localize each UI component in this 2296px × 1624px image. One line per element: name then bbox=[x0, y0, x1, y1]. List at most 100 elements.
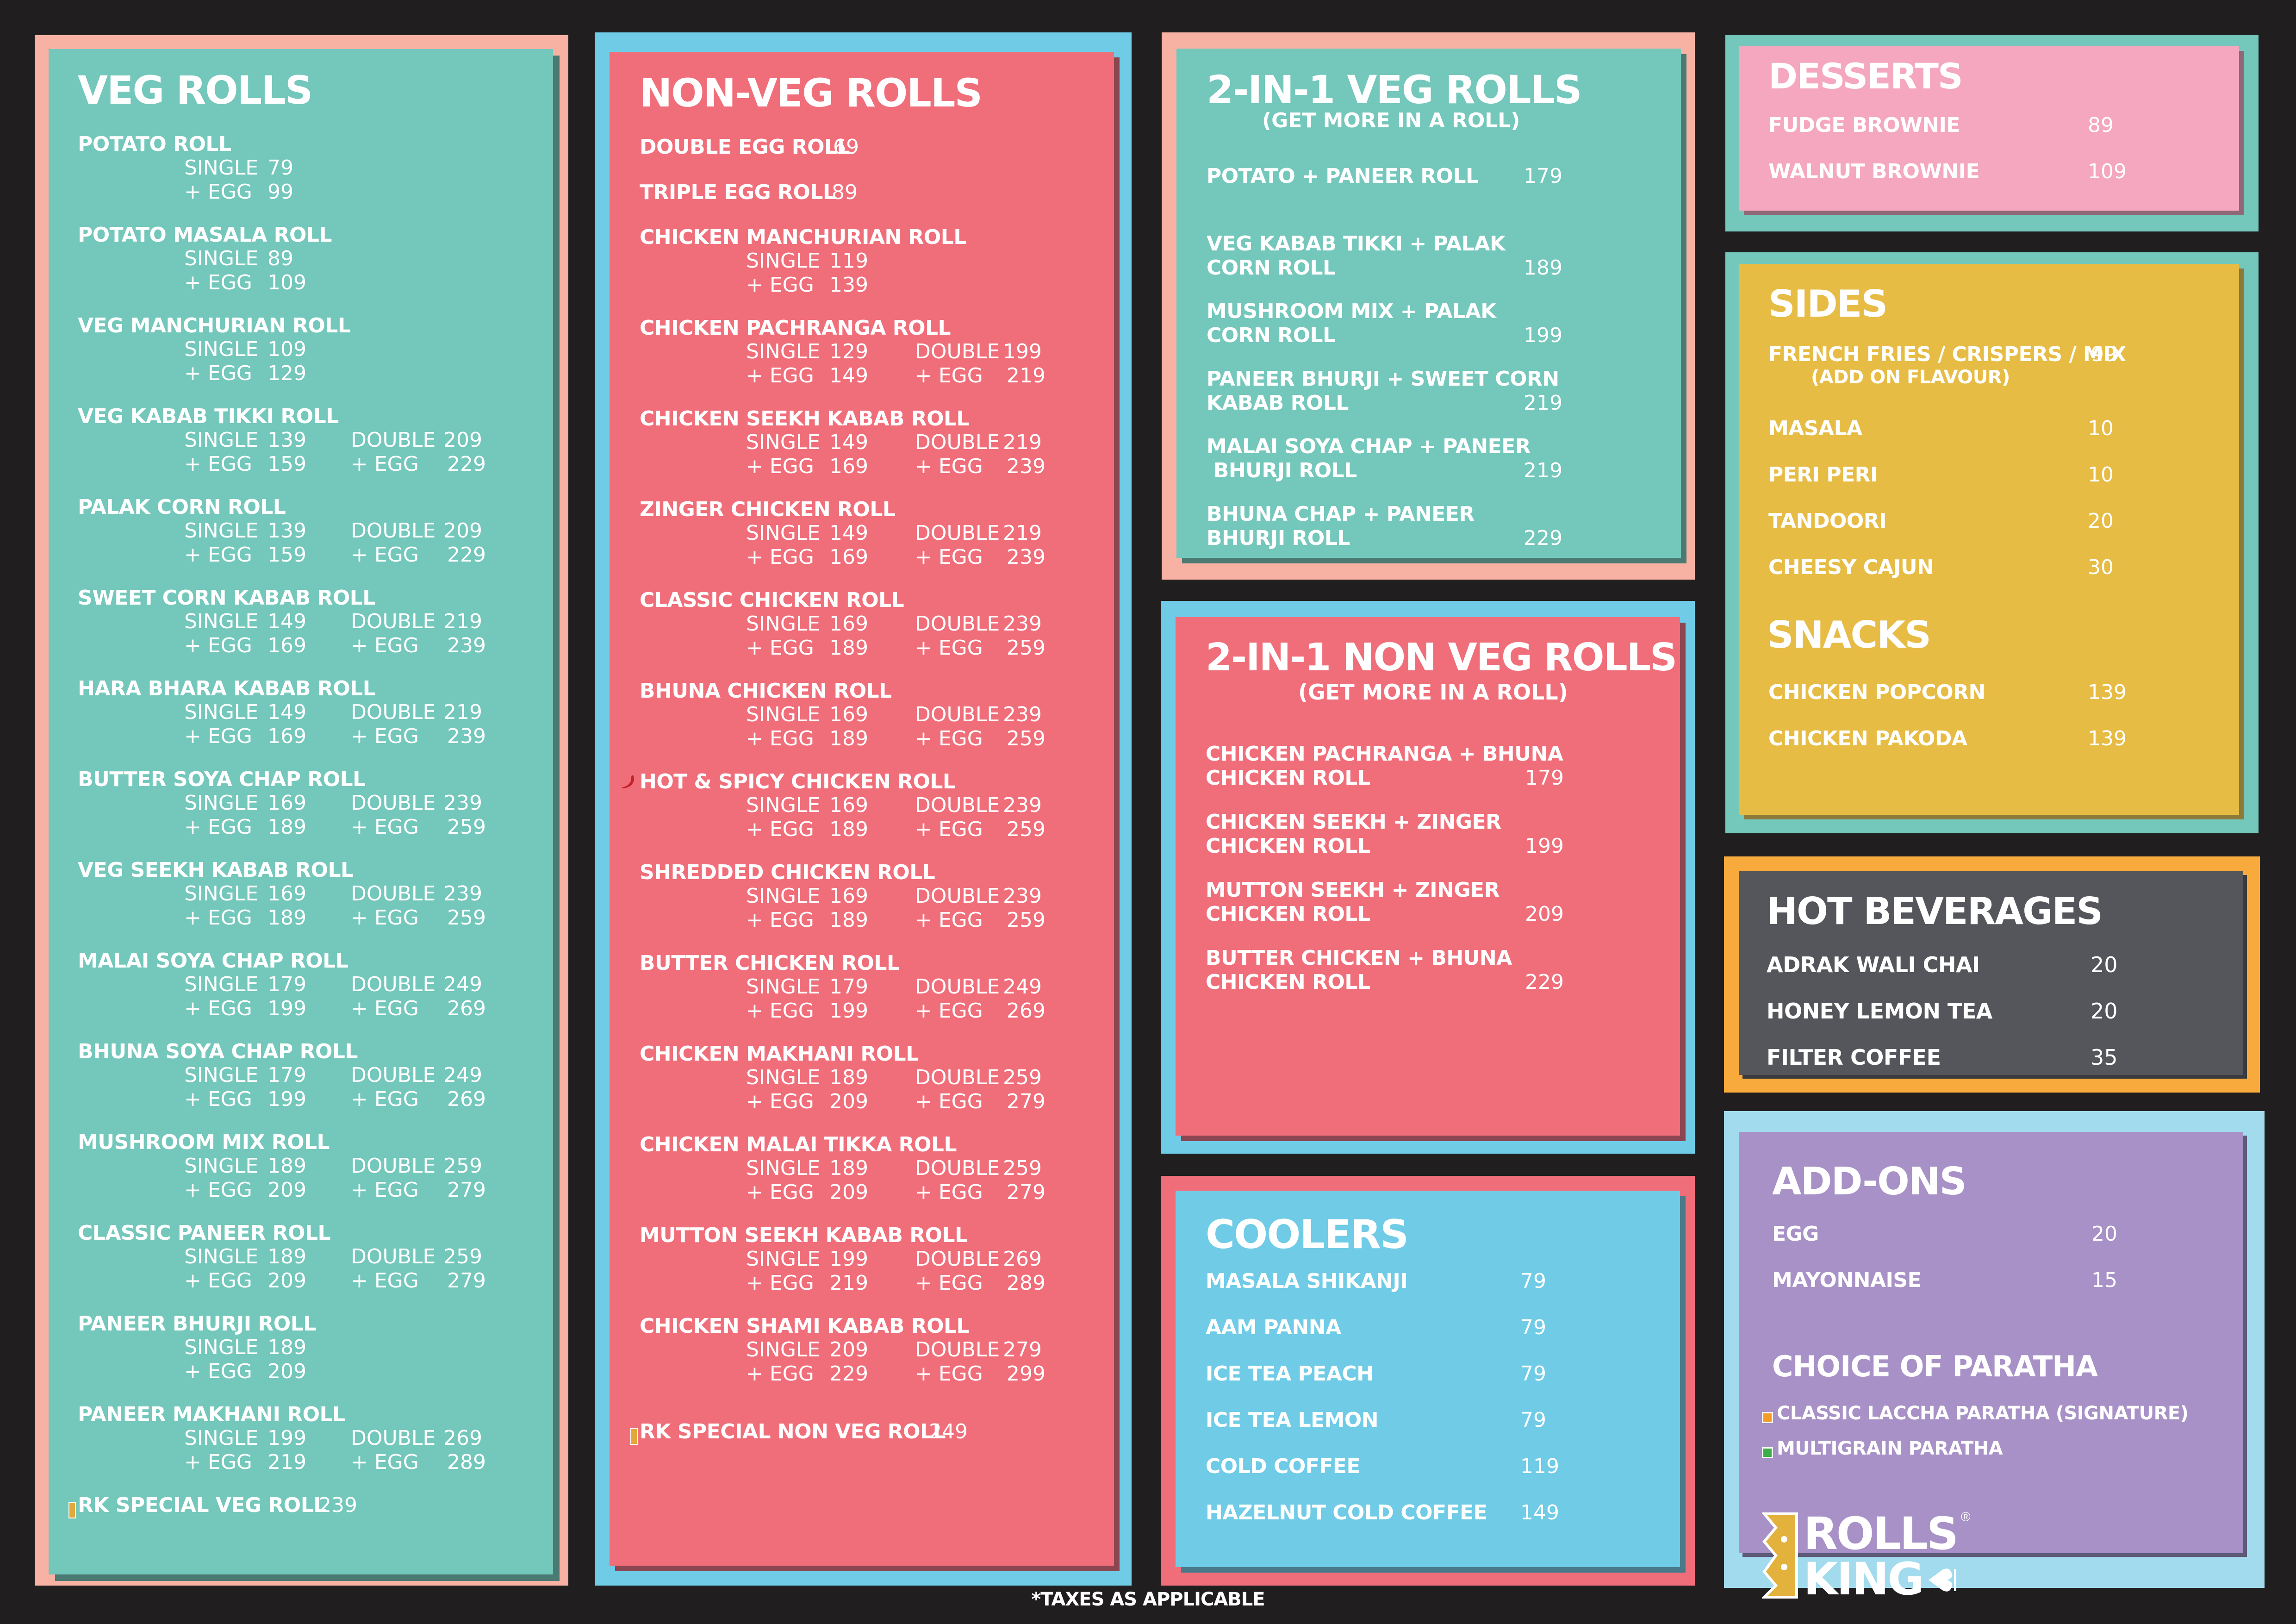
single-label: SINGLE bbox=[746, 1338, 821, 1362]
double-price: 269 bbox=[443, 1426, 482, 1450]
egg-label: + EGG bbox=[746, 999, 814, 1023]
item-name: TRIPLE EGG ROLL bbox=[640, 181, 836, 204]
menu-item: SHREDDED CHICKEN ROLL SINGLE 169 DOUBLE 239 +… bbox=[640, 861, 1102, 932]
single-egg-price: 189 bbox=[268, 815, 306, 839]
menu-item: FUDGE BROWNIE 89 bbox=[1768, 113, 2231, 137]
item-name: BUTTER SOYA CHAP ROLL bbox=[78, 768, 366, 791]
single-price: 149 bbox=[268, 610, 306, 633]
price-row-plain: SINGLE 169 DOUBLE 239 bbox=[640, 612, 1102, 636]
price-row-plain: SINGLE 139 DOUBLE 209 bbox=[78, 519, 541, 543]
menu-item: TANDOORI 20 bbox=[1768, 509, 2231, 533]
item-price: 199 bbox=[1525, 834, 1564, 858]
item-name: MALAI SOYA CHAP ROLL bbox=[78, 949, 348, 973]
menu-item: CHICKEN PAKODA 139 bbox=[1768, 727, 2231, 750]
double-label: DOUBLE bbox=[915, 1338, 1000, 1362]
double-label: DOUBLE bbox=[915, 884, 1000, 908]
double-price: 239 bbox=[1003, 793, 1042, 817]
item-price: 79 bbox=[1520, 1269, 1546, 1293]
double-price: 219 bbox=[1003, 521, 1042, 545]
double-egg-price: 259 bbox=[1007, 908, 1045, 932]
menu-item: PANEER BHURJI + SWEET CORN KABAB ROLL 219 bbox=[1207, 367, 1669, 415]
item-name: BHUNA CHICKEN ROLL bbox=[640, 679, 892, 703]
double-price: 219 bbox=[443, 610, 482, 633]
item-name: AAM PANNA bbox=[1206, 1316, 1341, 1339]
egg-label: + EGG bbox=[351, 1178, 419, 1202]
egg-label: + EGG bbox=[915, 1090, 983, 1113]
crown-icon bbox=[630, 1428, 638, 1445]
item-name: WALNUT BROWNIE bbox=[1768, 160, 1980, 183]
green-marker-icon bbox=[1762, 1447, 1773, 1458]
menu-item: CHICKEN PACHRANGA ROLL SINGLE 129 DOUBLE 199… bbox=[640, 316, 1102, 388]
menu-item: FILTER COFFEE 35 bbox=[1767, 1045, 2229, 1070]
two-in-one-veg-card: 2-IN-1 VEG ROLLS (GET MORE IN A ROLL) PO… bbox=[1176, 49, 1681, 558]
sides-fries-note: (ADD ON FLAVOUR) bbox=[1811, 367, 2010, 388]
double-label: DOUBLE bbox=[915, 612, 1000, 636]
item-name: MUSHROOM MIX ROLL bbox=[78, 1131, 330, 1154]
two-in-one-non-veg-card: 2-IN-1 NON VEG ROLLS (GET MORE IN A ROLL… bbox=[1176, 617, 1680, 1136]
double-egg-price: 239 bbox=[1007, 455, 1045, 478]
egg-label: + EGG bbox=[184, 634, 252, 657]
egg-label: + EGG bbox=[184, 543, 252, 567]
double-price: 209 bbox=[443, 428, 482, 452]
double-price: 249 bbox=[443, 973, 482, 996]
menu-item: CHICKEN MANCHURIAN ROLL SINGLE 119 + EGG 139 bbox=[640, 225, 1102, 297]
single-egg-price: 209 bbox=[829, 1090, 868, 1113]
double-egg-price: 279 bbox=[1007, 1090, 1045, 1113]
price-row-egg: + EGG 149 + EGG 219 bbox=[640, 364, 1102, 388]
egg-label: + EGG bbox=[915, 1362, 983, 1386]
double-price: 259 bbox=[1003, 1066, 1042, 1089]
item-name-line2: CORN ROLL bbox=[1207, 256, 1336, 280]
item-price: 20 bbox=[2091, 952, 2118, 977]
special-item: RK SPECIAL NON VEG ROLL 249 bbox=[630, 1420, 968, 1445]
double-label: DOUBLE bbox=[915, 975, 1000, 999]
menu-item: BHUNA CHICKEN ROLL SINGLE 169 DOUBLE 239 + EG… bbox=[640, 679, 1102, 751]
single-price: 179 bbox=[268, 1063, 306, 1087]
item-price: 149 bbox=[1520, 1501, 1559, 1524]
non-veg-rolls-panel: NON-VEG ROLLS DOUBLE EGG ROLL 69 TRIPLE EG… bbox=[595, 32, 1132, 1586]
single-price: 189 bbox=[268, 1336, 306, 1359]
single-egg-price: 209 bbox=[829, 1181, 868, 1204]
egg-label: + EGG bbox=[184, 815, 252, 839]
item-name: BHUNA SOYA CHAP ROLL bbox=[78, 1040, 358, 1063]
item-name: MASALA SHIKANJI bbox=[1206, 1269, 1408, 1293]
menu-item: PANEER BHURJI ROLL SINGLE 189 + EGG 209 bbox=[78, 1312, 541, 1384]
single-label: SINGLE bbox=[184, 1154, 259, 1178]
single-label: SINGLE bbox=[184, 882, 259, 906]
paratha-title: CHOICE OF PARATHA bbox=[1772, 1349, 2098, 1383]
single-egg-price: 209 bbox=[268, 1178, 306, 1202]
menu-item: SWEET CORN KABAB ROLL SINGLE 149 DOUBLE 219 +… bbox=[78, 586, 541, 658]
sides-title: SIDES bbox=[1768, 282, 1888, 325]
menu-item: CHICKEN MAKHANI ROLL SINGLE 189 DOUBLE 259 + … bbox=[640, 1042, 1102, 1114]
item-name: ZINGER CHICKEN ROLL bbox=[640, 498, 896, 521]
menu-item: HOT & SPICY CHICKEN ROLL SINGLE 169 DOUBLE 2… bbox=[622, 770, 1102, 842]
double-egg-price: 229 bbox=[447, 452, 486, 476]
single-egg-price: 99 bbox=[268, 180, 293, 204]
item-price: 189 bbox=[1524, 256, 1562, 280]
egg-label: + EGG bbox=[746, 818, 814, 841]
menu-item: MUTTON SEEKH KABAB ROLL SINGLE 199 DOUBLE 26… bbox=[640, 1224, 1102, 1295]
double-egg-price: 259 bbox=[1007, 727, 1045, 750]
price-row-plain: SINGLE 169 DOUBLE 239 bbox=[78, 882, 541, 906]
egg-label: + EGG bbox=[351, 815, 419, 839]
single-egg-price: 169 bbox=[268, 725, 306, 748]
item-price: 10 bbox=[2088, 417, 2114, 440]
single-label: SINGLE bbox=[184, 700, 259, 724]
egg-label: + EGG bbox=[184, 997, 252, 1020]
price-row-plain: SINGLE 109 bbox=[78, 337, 541, 362]
menu-item: BUTTER CHICKEN + BHUNA CHICKEN ROLL 229 bbox=[1206, 946, 1668, 994]
item-name: CHICKEN MALAI TIKKA ROLL bbox=[640, 1133, 957, 1156]
price-row-plain: SINGLE 209 DOUBLE 279 bbox=[640, 1338, 1102, 1362]
menu-item: PALAK CORN ROLL SINGLE 139 DOUBLE 209 + EGG 15… bbox=[78, 495, 541, 567]
item-name-line2: CHICKEN ROLL bbox=[1206, 834, 1370, 858]
item-name-line1: MUSHROOM MIX + PALAK bbox=[1207, 300, 1496, 323]
price-row-plain: SINGLE 189 DOUBLE 259 bbox=[78, 1154, 541, 1178]
egg-label: + EGG bbox=[746, 636, 814, 660]
menu-item: TRIPLE EGG ROLL 89 bbox=[640, 181, 858, 204]
menu-item: WALNUT BROWNIE 109 bbox=[1768, 160, 2231, 183]
item-name-line1: MALAI SOYA CHAP + PANEER bbox=[1207, 435, 1531, 458]
item-name: CHICKEN PAKODA bbox=[1768, 727, 1967, 750]
coolers-title: COOLERS bbox=[1206, 1212, 1409, 1258]
desserts-title: DESSERTS bbox=[1768, 56, 1963, 97]
item-name: FILTER COFFEE bbox=[1767, 1045, 1941, 1070]
menu-item: CHICKEN SEEKH + ZINGER CHICKEN ROLL 199 bbox=[1206, 810, 1668, 858]
